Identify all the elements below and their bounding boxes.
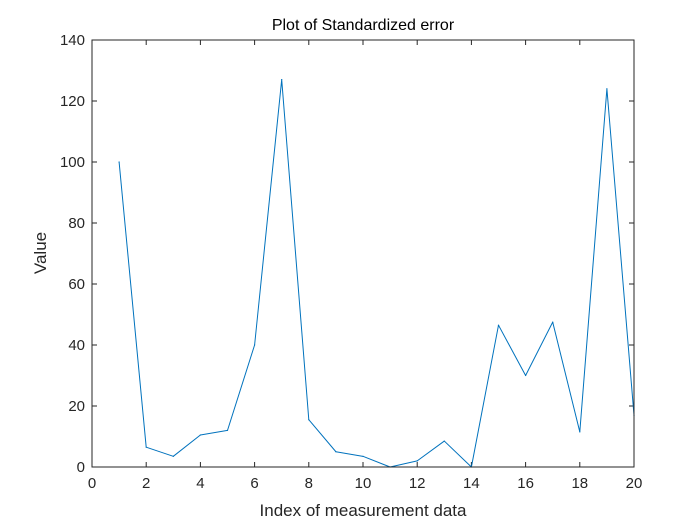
x-tick-label: 4: [196, 475, 204, 492]
y-axis-title: Value: [31, 232, 50, 274]
x-axis-title: Index of measurement data: [260, 501, 468, 520]
data-point: [552, 321, 554, 323]
x-tick-label: 8: [305, 475, 313, 492]
y-tick-label: 100: [60, 154, 85, 171]
data-point: [525, 374, 527, 377]
x-tick-label: 16: [517, 475, 534, 492]
data-point: [443, 440, 445, 442]
data-point: [254, 344, 256, 346]
y-tick-label: 60: [68, 276, 85, 293]
y-tick-label: 140: [60, 32, 85, 49]
data-point: [362, 455, 364, 457]
y-axis-ticks: 0 20 40 60 80 100 120 140: [60, 32, 634, 476]
y-tick-label: 80: [68, 215, 85, 232]
data-point: [579, 431, 581, 433]
chart-title: Plot of Standardized error: [272, 17, 455, 34]
x-tick-label: 6: [250, 475, 258, 492]
x-tick-label: 12: [409, 475, 426, 492]
data-point: [226, 429, 229, 431]
data-point: [199, 434, 201, 436]
data-point: [308, 419, 310, 421]
x-tick-label: 14: [463, 475, 480, 492]
data-point: [416, 460, 418, 462]
plot-area: [92, 40, 634, 467]
y-tick-label: 0: [77, 459, 85, 476]
data-point: [118, 161, 120, 163]
x-tick-label: 18: [571, 475, 588, 492]
series-line: [118, 79, 635, 468]
x-tick-label: 0: [88, 475, 96, 492]
data-point: [335, 451, 337, 453]
y-tick-label: 120: [60, 93, 85, 110]
x-tick-label: 20: [626, 475, 643, 492]
data-point: [172, 455, 174, 457]
x-tick-label: 2: [142, 475, 150, 492]
x-tick-label: 10: [355, 475, 372, 492]
data-point: [497, 324, 500, 326]
data-point: [606, 88, 608, 90]
x-axis-ticks: 0 2 4 6 8 10 12 14 16 18 20: [88, 40, 643, 492]
data-point: [281, 79, 283, 81]
y-tick-label: 40: [68, 337, 85, 354]
data-point: [145, 446, 147, 448]
plot-box: [91, 39, 635, 468]
y-tick-label: 20: [68, 398, 85, 415]
